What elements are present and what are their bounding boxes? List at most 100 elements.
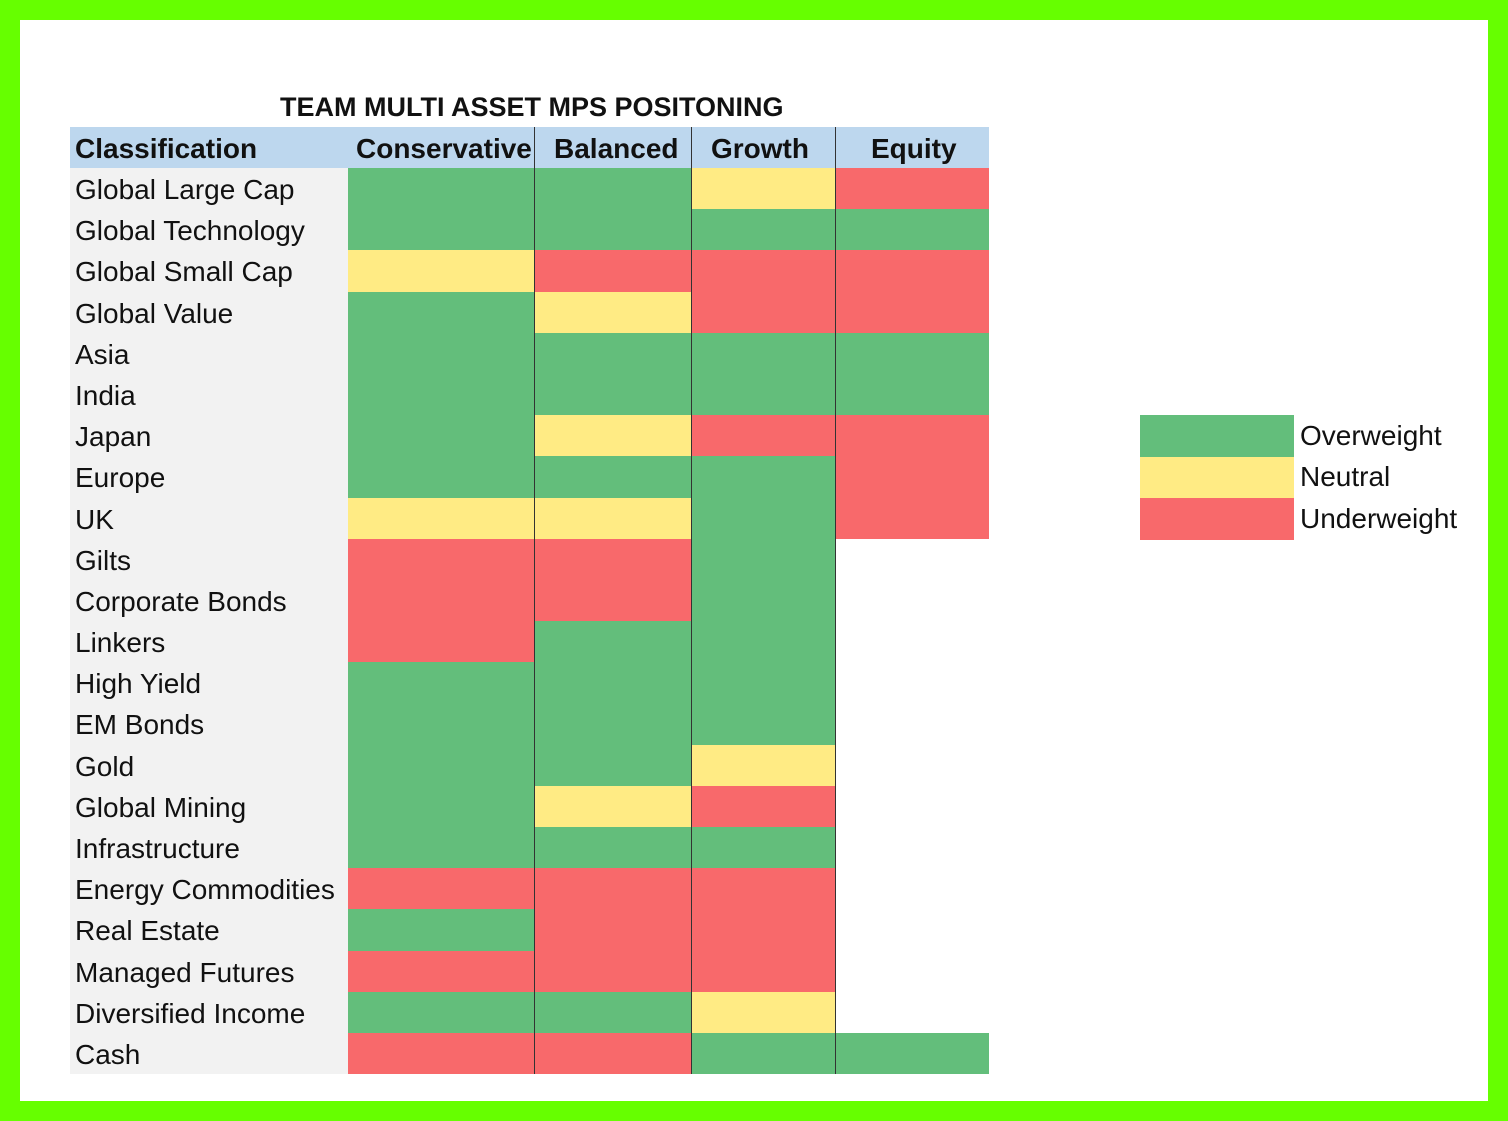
- row-label: Gold: [70, 744, 348, 786]
- position-cell-balanced: [534, 373, 691, 416]
- position-cell-equity: [835, 621, 989, 663]
- row-label: Global Mining: [70, 785, 348, 827]
- position-cell-growth: [691, 332, 835, 374]
- header-row: Classification Conservative Balanced Gro…: [70, 127, 989, 168]
- position-cell-equity: [835, 250, 989, 292]
- position-cell-balanced: [534, 868, 691, 910]
- legend-swatch: [1140, 456, 1294, 498]
- header-classification: Classification: [75, 133, 258, 164]
- position-cell-growth: [691, 209, 835, 251]
- position-cell-balanced: [534, 1032, 691, 1075]
- row-label: Asia: [70, 332, 348, 374]
- position-cell-conservative: [348, 538, 534, 580]
- position-cell-growth: [691, 950, 835, 992]
- header-conservative: Conservative: [356, 133, 532, 164]
- table-row: UK: [70, 497, 989, 539]
- row-label: Corporate Bonds: [70, 579, 348, 622]
- row-label: Global Small Cap: [70, 250, 348, 292]
- position-cell-balanced: [534, 662, 691, 704]
- table-row: Cash: [70, 1032, 989, 1075]
- position-cell-conservative: [348, 909, 534, 951]
- table-row: Diversified Income: [70, 991, 989, 1033]
- table-row: Corporate Bonds: [70, 579, 989, 622]
- position-cell-growth: [691, 703, 835, 745]
- row-label: Global Value: [70, 291, 348, 333]
- page-frame: TEAM MULTI ASSET MPS POSITONING Classifi…: [20, 20, 1488, 1101]
- row-label: India: [70, 373, 348, 416]
- position-cell-equity: [835, 168, 989, 210]
- position-cell-growth: [691, 168, 835, 210]
- position-cell-balanced: [534, 744, 691, 786]
- legend: Overweight Neutral Underweight: [1140, 415, 1457, 540]
- position-cell-growth: [691, 250, 835, 292]
- position-cell-conservative: [348, 250, 534, 292]
- position-cell-equity: [835, 497, 989, 539]
- table-row: Global Large Cap: [70, 168, 989, 210]
- position-cell-conservative: [348, 497, 534, 539]
- position-cell-balanced: [534, 950, 691, 992]
- position-cell-balanced: [534, 621, 691, 663]
- position-cell-equity: [835, 991, 989, 1033]
- table-body: Global Large Cap Global Technology Global …: [70, 168, 989, 1075]
- position-cell-balanced: [534, 456, 691, 498]
- row-label: Global Technology: [70, 209, 348, 251]
- legend-item: Overweight: [1140, 415, 1457, 457]
- position-cell-growth: [691, 579, 835, 622]
- header-balanced: Balanced: [534, 127, 691, 168]
- position-cell-equity: [835, 868, 989, 910]
- position-cell-growth: [691, 291, 835, 333]
- position-cell-equity: [835, 662, 989, 704]
- position-cell-equity: [835, 827, 989, 869]
- position-cell-balanced: [534, 497, 691, 539]
- position-cell-balanced: [534, 332, 691, 374]
- row-label: Europe: [70, 456, 348, 498]
- position-cell-conservative: [348, 579, 534, 622]
- position-cell-growth: [691, 827, 835, 869]
- position-cell-conservative: [348, 168, 534, 210]
- table-row: Infrastructure: [70, 827, 989, 869]
- position-cell-growth: [691, 909, 835, 951]
- position-cell-growth: [691, 538, 835, 580]
- row-label: Linkers: [70, 621, 348, 663]
- position-cell-conservative: [348, 827, 534, 869]
- position-cell-balanced: [534, 168, 691, 210]
- legend-swatch: [1140, 498, 1294, 540]
- position-cell-equity: [835, 332, 989, 374]
- position-cell-equity: [835, 703, 989, 745]
- row-label: UK: [70, 497, 348, 539]
- position-cell-balanced: [534, 415, 691, 457]
- position-cell-equity: [835, 579, 989, 622]
- positioning-table: Classification Conservative Balanced Gro…: [70, 127, 989, 1075]
- position-cell-equity: [835, 209, 989, 251]
- table-row: Europe: [70, 456, 989, 498]
- row-label: Cash: [70, 1032, 348, 1075]
- legend-label: Underweight: [1300, 502, 1458, 534]
- position-cell-conservative: [348, 662, 534, 704]
- position-cell-growth: [691, 497, 835, 539]
- position-cell-equity: [835, 456, 989, 498]
- position-cell-growth: [691, 1032, 835, 1075]
- table-row: Global Value: [70, 291, 989, 333]
- position-cell-balanced: [534, 291, 691, 333]
- table-row: Global Small Cap: [70, 250, 989, 292]
- position-cell-conservative: [348, 373, 534, 416]
- legend-label: Neutral: [1300, 461, 1391, 493]
- row-label: Gilts: [70, 538, 348, 580]
- position-cell-balanced: [534, 703, 691, 745]
- table-row: High Yield: [70, 662, 989, 704]
- position-cell-equity: [835, 373, 989, 416]
- row-label: Diversified Income: [70, 991, 348, 1033]
- row-label: Managed Futures: [70, 950, 348, 992]
- position-cell-balanced: [534, 991, 691, 1033]
- position-cell-equity: [835, 538, 989, 580]
- table-row: India: [70, 373, 989, 416]
- legend-label: Overweight: [1300, 419, 1442, 451]
- position-cell-conservative: [348, 332, 534, 374]
- position-cell-equity: [835, 785, 989, 827]
- position-cell-growth: [691, 373, 835, 416]
- position-cell-conservative: [348, 456, 534, 498]
- position-cell-growth: [691, 991, 835, 1033]
- position-cell-growth: [691, 785, 835, 827]
- position-cell-conservative: [348, 703, 534, 745]
- table-row: Japan: [70, 415, 989, 457]
